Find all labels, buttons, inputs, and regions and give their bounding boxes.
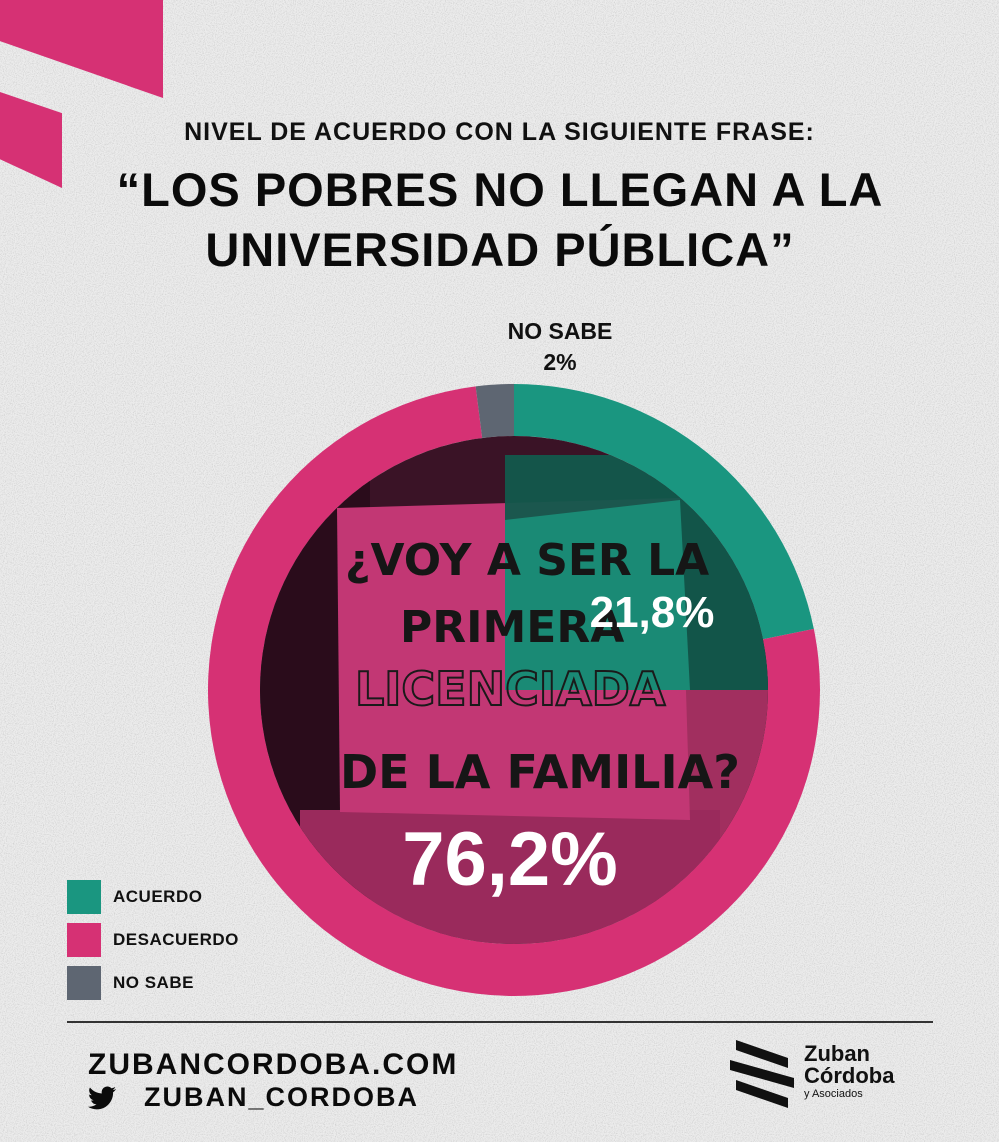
value-label-desacuerdo: 76,2%: [402, 817, 618, 902]
no-sabe-annotation: NO SABE 2%: [420, 316, 700, 378]
logo-name-line1: Zuban: [804, 1041, 870, 1066]
zuban-cordoba-logo-mark: [730, 1040, 794, 1108]
value-label-acuerdo: 21,8%: [590, 588, 715, 637]
twitter-bird-icon: [88, 1085, 116, 1109]
no-sabe-annotation-value: 2%: [543, 349, 577, 375]
no-sabe-annotation-label: NO SABE: [507, 318, 613, 344]
chart-legend: ACUERDO DESACUERDO NO SABE: [67, 876, 239, 1005]
logo-subtitle: y Asociados: [804, 1088, 863, 1100]
twitter-handle: ZUBAN_CORDOBA: [144, 1082, 419, 1112]
legend-swatch-desacuerdo: [67, 923, 101, 957]
chart-title: “LOS POBRES NO LLEGAN A LA UNIVERSIDAD P…: [60, 160, 940, 280]
zuban-cordoba-logo: Zuban Córdoba y Asociados: [730, 1036, 894, 1108]
slice-acuerdo: [514, 384, 814, 640]
legend-swatch-no-sabe: [67, 966, 101, 1000]
slice-no-sabe: [475, 384, 514, 439]
logo-text: Zuban Córdoba y Asociados: [804, 1043, 894, 1101]
legend-label-no-sabe: NO SABE: [113, 973, 194, 992]
legend-item-no-sabe: NO SABE: [67, 962, 239, 1004]
chart-subtitle: NIVEL DE ACUERDO CON LA SIGUIENTE FRASE:: [184, 118, 815, 146]
sign-text-line2: PRIMERA: [400, 602, 624, 653]
sign-text-line1: ¿VOY A SER LA: [345, 535, 709, 586]
sign-text-line3: LICENCIADA: [355, 662, 666, 716]
sign-text-line4: DE LA FAMILIA?: [340, 745, 740, 799]
website-link[interactable]: ZUBANCORDOBA.COM: [88, 1048, 459, 1081]
legend-label-desacuerdo: DESACUERDO: [113, 930, 239, 949]
legend-swatch-acuerdo: [67, 880, 101, 914]
chart-title-line2: UNIVERSIDAD PÚBLICA”: [205, 223, 795, 276]
logo-name-line2: Córdoba: [804, 1063, 895, 1088]
legend-item-acuerdo: ACUERDO: [67, 876, 239, 918]
footer-divider: [67, 1021, 933, 1023]
legend-item-desacuerdo: DESACUERDO: [67, 919, 239, 961]
twitter-link[interactable]: ZUBAN_CORDOBA: [88, 1082, 419, 1113]
chart-title-line1: “LOS POBRES NO LLEGAN A LA: [116, 163, 884, 216]
legend-label-acuerdo: ACUERDO: [113, 887, 203, 906]
